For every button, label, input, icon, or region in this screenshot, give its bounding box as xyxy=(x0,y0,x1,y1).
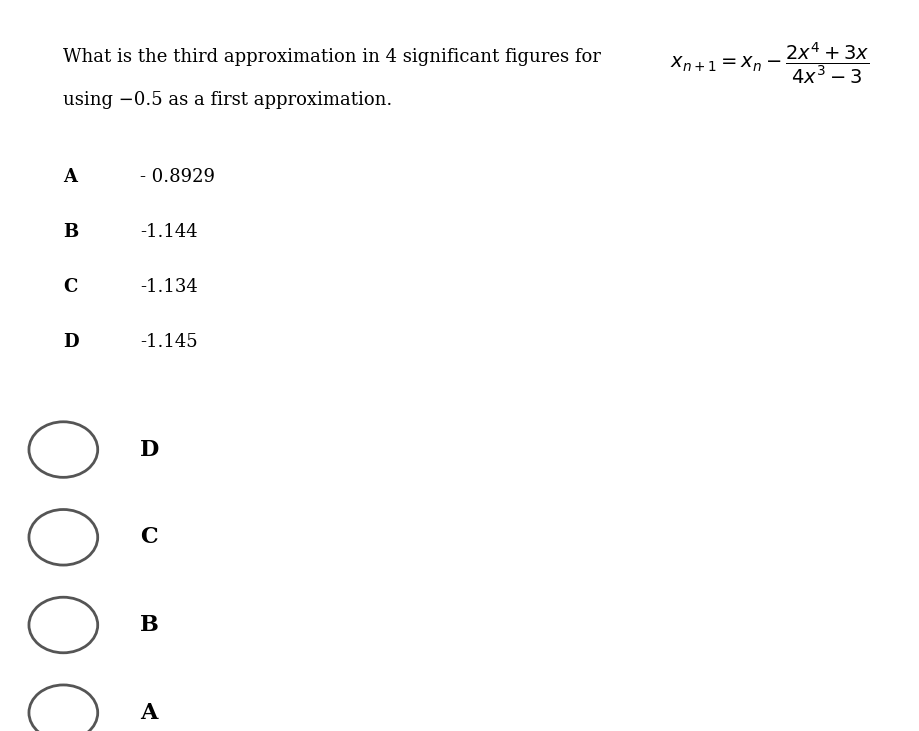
Text: B: B xyxy=(63,223,79,241)
Text: A: A xyxy=(63,168,77,186)
Text: using −0.5 as a first approximation.: using −0.5 as a first approximation. xyxy=(63,91,392,110)
Text: D: D xyxy=(63,333,79,351)
Text: -1.145: -1.145 xyxy=(141,333,198,351)
Text: -1.134: -1.134 xyxy=(141,278,198,296)
Text: C: C xyxy=(63,278,78,296)
Text: $x_{n+1} = x_n - \dfrac{2x^4 + 3x}{4x^3 - 3}$: $x_{n+1} = x_n - \dfrac{2x^4 + 3x}{4x^3 … xyxy=(670,40,869,86)
Text: B: B xyxy=(141,614,159,636)
Text: What is the third approximation in 4 significant figures for: What is the third approximation in 4 sig… xyxy=(63,48,601,66)
Text: A: A xyxy=(141,702,158,724)
Text: - 0.8929: - 0.8929 xyxy=(141,168,215,186)
Text: C: C xyxy=(141,526,158,548)
Text: -1.144: -1.144 xyxy=(141,223,198,241)
Text: D: D xyxy=(141,439,160,461)
